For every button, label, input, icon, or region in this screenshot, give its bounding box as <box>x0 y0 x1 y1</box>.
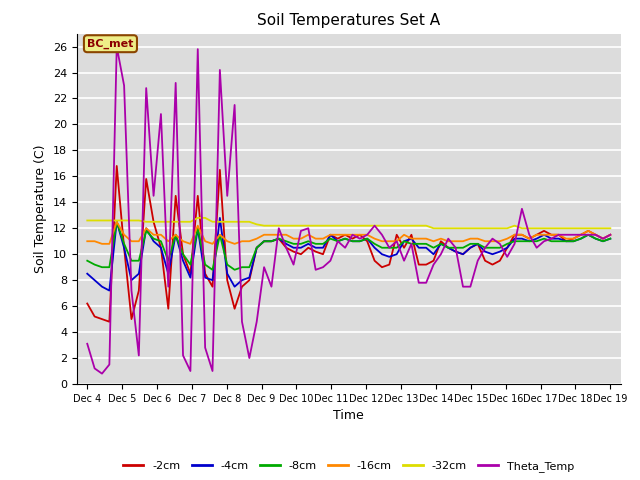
Title: Soil Temperatures Set A: Soil Temperatures Set A <box>257 13 440 28</box>
Legend: -2cm, -4cm, -8cm, -16cm, -32cm, Theta_Temp: -2cm, -4cm, -8cm, -16cm, -32cm, Theta_Te… <box>119 457 579 477</box>
Y-axis label: Soil Temperature (C): Soil Temperature (C) <box>35 144 47 273</box>
Text: BC_met: BC_met <box>87 38 134 49</box>
X-axis label: Time: Time <box>333 409 364 422</box>
